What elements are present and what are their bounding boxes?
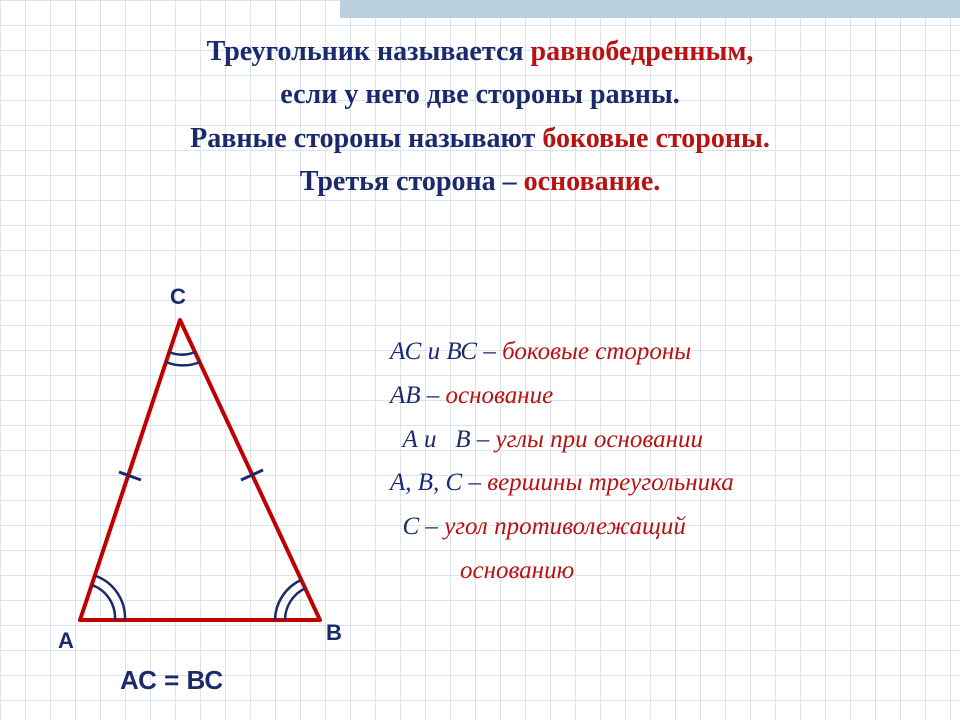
content: Треугольник называется равнобедренным, е… [0, 0, 960, 214]
title-block: Треугольник называется равнобедренным, е… [0, 30, 960, 214]
def3-term: углы при основании [496, 426, 703, 453]
def4-term: вершины треугольника [487, 469, 734, 496]
title-line4b: основание. [524, 166, 661, 197]
vertex-label-b: В [326, 620, 342, 646]
def-row-5: С – угол противолежащий [390, 505, 940, 549]
vertex-label-c: С [170, 284, 186, 310]
def-row-1: АС и ВС – боковые стороны [390, 330, 940, 374]
def4-vars: А, В, С – [390, 469, 487, 496]
def3-vars: А и В – [390, 426, 496, 453]
triangle-diagram: С А В [40, 290, 380, 690]
def-row-5b: основанию [390, 549, 940, 593]
def-row-3: А и В – углы при основании [390, 418, 940, 462]
angle-a-arcs [92, 576, 125, 620]
vertex-label-a: А [58, 628, 74, 654]
angle-b-arcs [275, 580, 306, 620]
def5-term2: основанию [460, 557, 574, 584]
equation: АС = ВС [120, 665, 223, 696]
title-line1b: равнобедренным, [531, 36, 754, 67]
title-line4-dash: – [503, 166, 524, 197]
def1-vars: АС и ВС – [390, 338, 502, 365]
def-row-4: А, В, С – вершины треугольника [390, 461, 940, 505]
triangle-shape [80, 320, 320, 620]
definitions: АС и ВС – боковые стороны АВ – основание… [390, 330, 940, 593]
def1-term: боковые стороны [502, 338, 691, 365]
def2-term: основание [446, 382, 554, 409]
title-line4a: Третья сторона [300, 166, 503, 197]
def5-vars: С – [390, 513, 444, 540]
def2-vars: АВ – [390, 382, 446, 409]
title-line3b: боковые стороны. [542, 123, 770, 154]
def5-term: угол противолежащий [444, 513, 686, 540]
title-line3a: Равные стороны называют [190, 123, 542, 154]
triangle-svg [40, 290, 380, 650]
def-row-2: АВ – основание [390, 374, 940, 418]
title-line2: если у него две стороны равны. [280, 79, 679, 110]
title-line1a: Треугольник называется [207, 36, 531, 67]
lower-block: С А В АС и ВС – боковые стороны АВ – осн… [0, 290, 960, 720]
